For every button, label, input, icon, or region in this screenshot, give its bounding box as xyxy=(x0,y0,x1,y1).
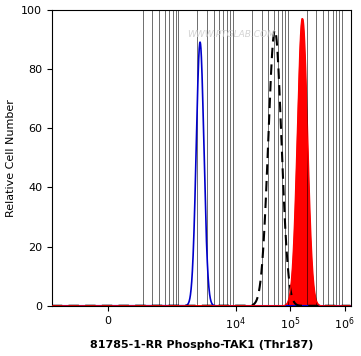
Text: WWW.PTGLAB.COM: WWW.PTGLAB.COM xyxy=(187,30,275,39)
Y-axis label: Relative Cell Number: Relative Cell Number xyxy=(5,99,16,216)
X-axis label: 81785-1-RR Phospho-TAK1 (Thr187): 81785-1-RR Phospho-TAK1 (Thr187) xyxy=(90,340,313,350)
